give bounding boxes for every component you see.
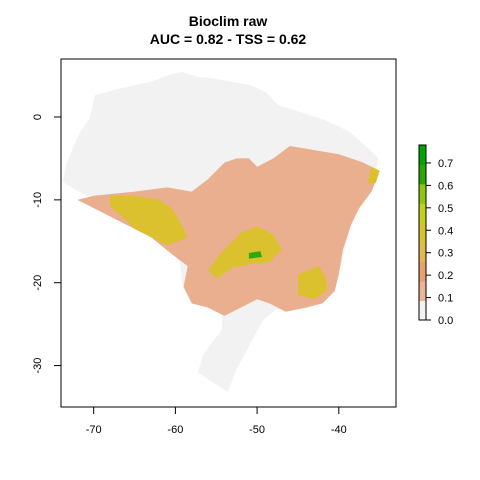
- suitability-region-3: [298, 266, 327, 300]
- legend-tick-label: 0.5: [438, 203, 453, 215]
- y-tick-label: -30: [32, 358, 44, 374]
- legend-colorbar: 0.0 0.1 0.2 0.3 0.4 0.5 0.6 0.7: [418, 144, 453, 327]
- x-axis: -70 -60 -50 -40: [86, 406, 347, 436]
- x-tick-label: -60: [167, 424, 183, 436]
- legend-tick-label: 0.1: [438, 293, 453, 305]
- x-tick-label: -40: [331, 424, 347, 436]
- legend-color-step: [419, 281, 426, 302]
- legend-color-step: [419, 203, 426, 224]
- legend-color-step: [419, 145, 426, 165]
- suitability-region-5: [248, 251, 262, 259]
- legend-tick-label: 0.7: [438, 158, 453, 170]
- legend-border: [418, 144, 427, 321]
- suitability-region-4: [367, 166, 380, 184]
- legend-color-step: [419, 242, 426, 263]
- chart-subtitle: AUC = 0.82 - TSS = 0.62: [149, 31, 307, 47]
- legend-color-step: [419, 261, 426, 282]
- x-tick-label: -70: [86, 424, 102, 436]
- chart-title: Bioclim raw: [188, 13, 268, 29]
- y-tick-label: -10: [32, 192, 44, 208]
- y-tick-label: 0: [32, 114, 44, 120]
- y-axis: 0 -10 -20 -30: [32, 114, 62, 374]
- suitability-region-2: [208, 226, 282, 279]
- legend-color-step: [419, 300, 426, 321]
- legend-color-step: [419, 222, 426, 243]
- x-tick-label: -50: [249, 424, 265, 436]
- legend-tick-label: 0.2: [438, 270, 453, 282]
- suitability-region-1: [110, 195, 188, 246]
- legend-tick-label: 0.3: [438, 248, 453, 260]
- legend-color-step: [419, 183, 426, 204]
- legend-tick-label: 0.4: [438, 225, 453, 237]
- y-tick-label: -20: [32, 275, 44, 291]
- legend-tick-label: 0.6: [438, 180, 453, 192]
- legend-color-step: [419, 164, 426, 185]
- legend-tick-label: 0.0: [438, 315, 453, 327]
